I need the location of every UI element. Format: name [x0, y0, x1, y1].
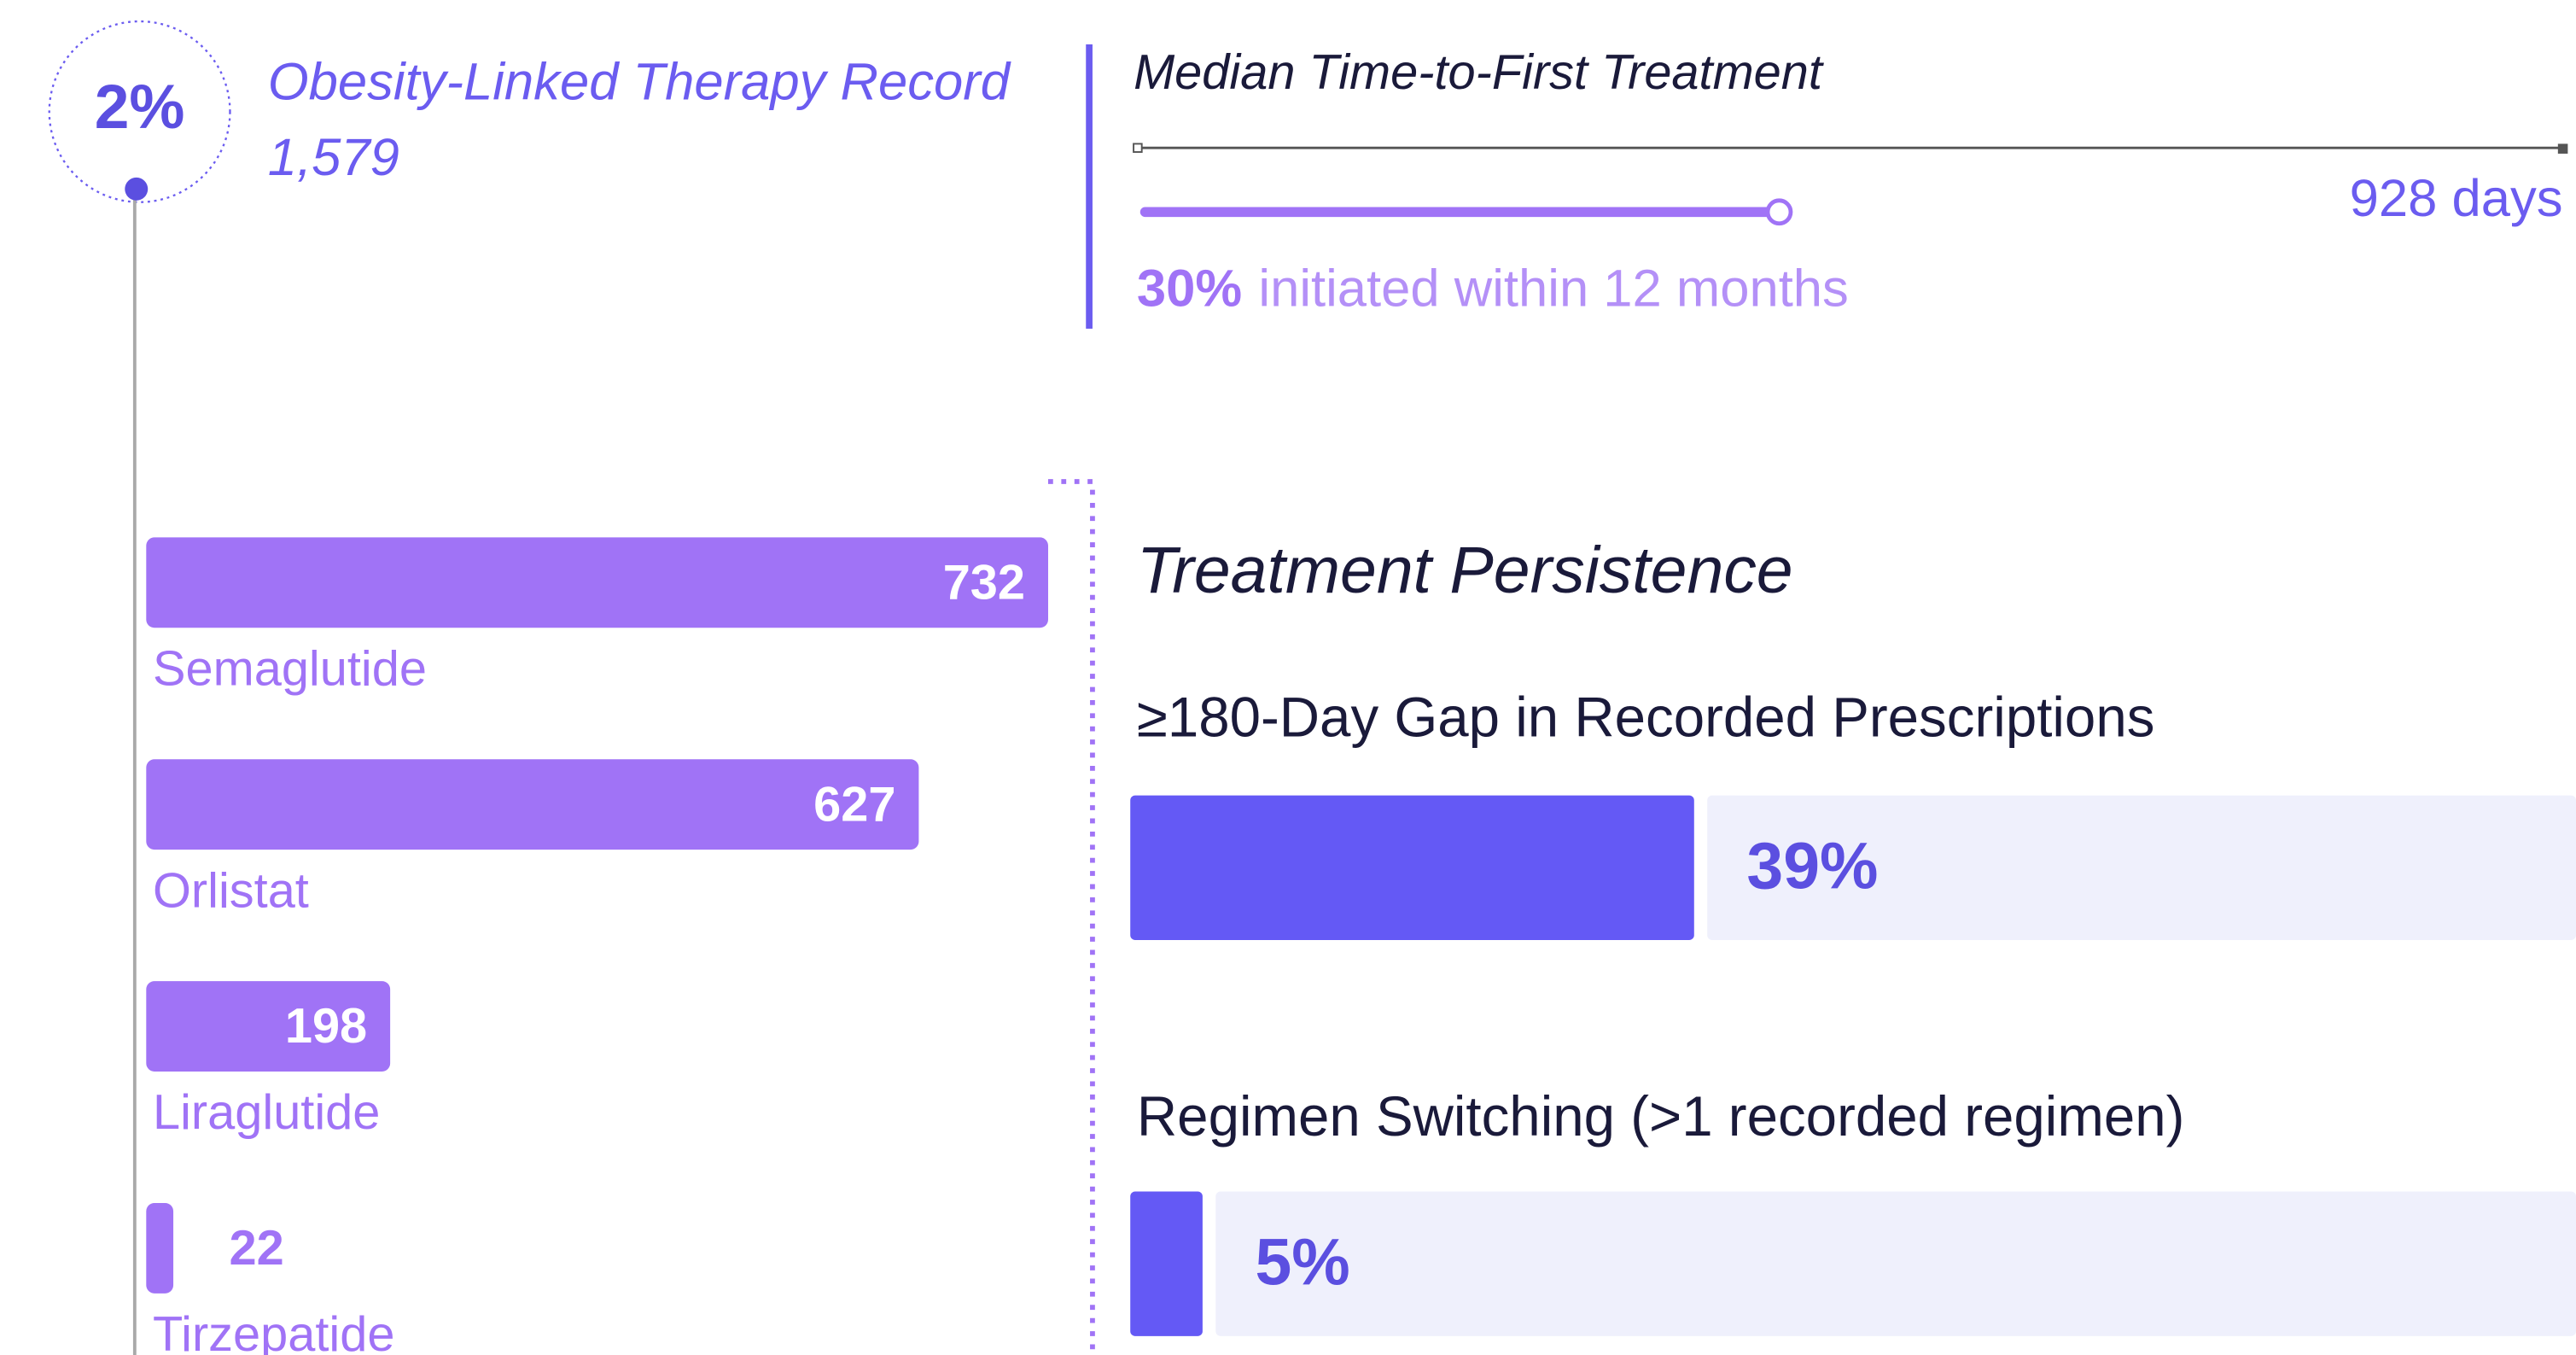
share-value: 30%: [1137, 260, 1242, 318]
metric-bar: [1130, 795, 1694, 940]
bar-label: Semaglutide: [153, 641, 427, 696]
metric-label: Regimen Switching (>1 recorded regimen): [1137, 1085, 2185, 1148]
metric-value: 39%: [1746, 829, 1878, 902]
badge-ring: [48, 20, 231, 203]
bar-label: Tirzepatide: [153, 1307, 394, 1355]
record-title: Obesity-Linked Therapy Record: [268, 52, 1011, 111]
metric-track: [1707, 795, 2576, 940]
metric-track: [1215, 1191, 2576, 1336]
bar-label: Orlistat: [153, 863, 309, 918]
bar-label: Liraglutide: [153, 1085, 380, 1140]
bar-value: 732: [943, 555, 1025, 610]
badge-percent: 2%: [95, 73, 185, 142]
record-count: 1,579: [268, 128, 399, 187]
share-text: initiated within 12 months: [1258, 260, 1848, 318]
share-line: 30% initiated within 12 months: [1137, 260, 1849, 318]
median-title: Median Time-to-First Treatment: [1134, 45, 1825, 100]
median-value: 928 days: [2350, 169, 2563, 228]
range-end: [2557, 143, 2568, 154]
metric-bar: [1130, 1191, 1203, 1336]
metric-label: ≥180-Day Gap in Recorded Prescriptions: [1137, 686, 2155, 748]
metric-value: 5%: [1256, 1225, 1350, 1299]
badge-dot: [125, 177, 149, 201]
bar: [146, 537, 1048, 628]
progress-knob: [1765, 198, 1793, 226]
bar-value: 22: [230, 1221, 284, 1276]
bar: [146, 759, 919, 850]
range-start: [1133, 143, 1143, 154]
bar: [146, 981, 391, 1072]
persistence-title: Treatment Persistence: [1137, 534, 1793, 607]
panel-accent: [1086, 44, 1093, 329]
bar-value: 198: [285, 999, 367, 1054]
divider: [1047, 479, 1095, 1355]
bar: [146, 1202, 174, 1294]
bar-value: 627: [813, 777, 895, 832]
